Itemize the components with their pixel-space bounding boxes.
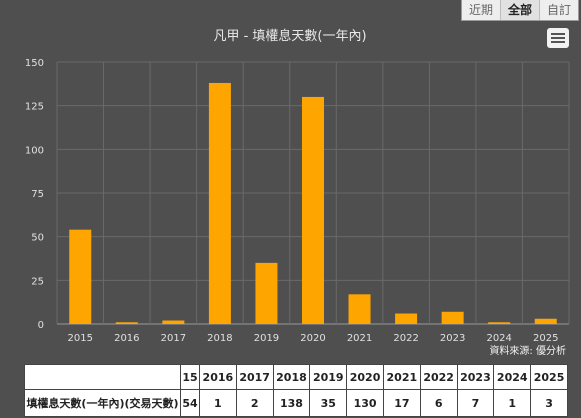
x-tick-label: 2020 [300,333,325,344]
y-tick-label: 25 [31,276,44,287]
bar-2016[interactable] [115,322,138,324]
table-header-cell: 2016 [198,364,237,390]
data-table: 15 2016 2017 2018 2019 2020 2021 2022 2023 2024 20… [24,364,568,417]
bar-2017[interactable] [162,320,185,324]
bars [69,82,557,325]
chart-menu-icon[interactable] [547,28,569,48]
bar-2019[interactable] [255,262,278,324]
table-cell: 2 [235,389,274,417]
y-tick-label: 150 [25,58,44,69]
table-header-row: 15 2016 2017 2018 2019 2020 2021 2022 2023 2024 20… [24,364,568,390]
x-tick-label: 2021 [347,333,372,344]
table-cell: 54 [180,389,200,417]
x-tick-label: 2017 [161,333,186,344]
table-header-cell: 2020 [346,364,384,390]
x-tick-label: 2018 [207,333,232,344]
y-tick-label: 0 [38,320,44,331]
y-tick-label: 75 [31,189,44,200]
chart-title: 凡甲 - 填權息天數(一年內) [213,28,366,44]
table-header-cell: 2024 [493,364,532,390]
x-tick-label: 2016 [114,333,139,344]
bar-2022[interactable] [395,313,418,324]
table-header-cell: 15 [180,364,200,390]
x-tick-label: 2015 [68,333,93,344]
range-tab-all[interactable]: 全部 [499,0,539,20]
table-cell: 17 [382,389,421,417]
bar-2025[interactable] [534,318,557,324]
table-cell: 7 [456,389,495,417]
bar-2024[interactable] [488,322,511,324]
table-cell: 1 [198,389,237,417]
grid-lines [56,61,570,325]
table-cell: 6 [419,389,458,417]
bar-2015[interactable] [69,229,92,324]
table-header-cell: 2017 [235,364,274,390]
table-header-cell: 2021 [382,364,421,390]
table-cell: 1 [493,389,532,417]
table-cell: 130 [346,389,384,417]
x-tick-label: 2025 [533,333,558,344]
x-tick-label: 2019 [254,333,279,344]
bar-2021[interactable] [348,294,371,324]
table-header-cell: 2023 [456,364,495,390]
x-axis-ticks: 2015 2016 2017 2018 2019 2020 2021 2022 2023 2024… [68,333,559,344]
table-row-label: 填權息天數(一年內)(交易天數) [24,389,181,417]
table-header-cell: 2022 [419,364,458,390]
table-header-cell [24,364,181,390]
table-cell: 35 [309,389,348,417]
x-tick-label: 2022 [393,333,418,344]
table-row: 填權息天數(一年內)(交易天數) 54 1 2 138 35 130 17 6 7 1 3 [24,389,568,417]
x-tick-label: 2023 [440,333,465,344]
range-selector: 近期 全部 自訂 [460,0,579,21]
table-cell: 138 [272,389,311,417]
table-header-cell: 2018 [272,364,311,390]
table-header-cell: 2025 [530,364,568,390]
bar-2018[interactable] [208,82,231,325]
y-tick-label: 50 [31,233,44,244]
source-credit: 資料來源: 優分析 [489,344,566,357]
bar-2020[interactable] [302,96,324,324]
y-tick-label: 100 [25,145,44,156]
y-tick-label: 125 [25,102,44,113]
range-tab-recent[interactable]: 近期 [468,3,493,17]
table-cell: 3 [530,389,568,417]
bar-2023[interactable] [441,311,464,324]
y-axis-ticks: 0 25 50 75 100 125 150 [25,58,44,331]
x-tick-label: 2024 [486,333,511,344]
table-header-cell: 2019 [309,364,348,390]
range-tab-custom[interactable]: 自訂 [538,0,578,20]
